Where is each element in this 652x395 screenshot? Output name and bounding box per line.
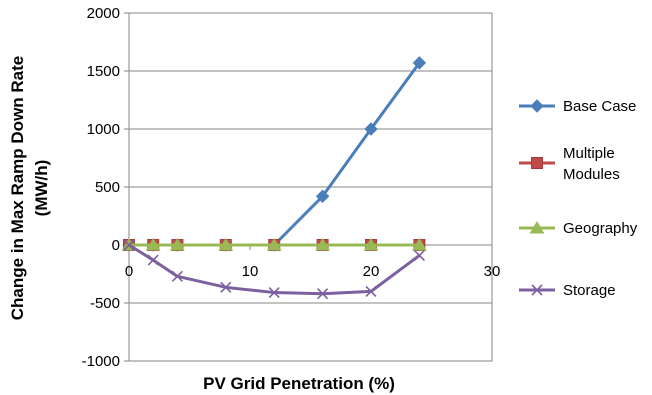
legend-item: Multiple Modules	[519, 145, 620, 183]
data-point	[317, 288, 329, 300]
legend: Base Case Multiple Modules Geography Storage	[519, 98, 638, 299]
y-tick-label: 0	[112, 237, 120, 254]
y-axis-title: Change in Max Ramp Down Rate (MW/h)	[8, 56, 51, 320]
x-tick-label: 20	[363, 263, 380, 280]
y-axis-title-line-1: Change in Max Ramp Down Rate	[8, 56, 27, 320]
data-point	[315, 189, 330, 203]
series-base-case	[122, 56, 427, 252]
data-point	[364, 122, 378, 136]
legend-marker	[531, 284, 543, 296]
x-axis-tick-labels: 0 10 20 30	[125, 263, 501, 280]
data-point	[412, 56, 427, 70]
y-axis-tick-labels: 2000 1500 1000 500 0 -500 -1000	[82, 5, 120, 370]
x-tick-label: 0	[125, 263, 133, 280]
gridlines	[129, 12, 492, 362]
legend-item: Geography	[519, 220, 638, 237]
legend-label: Storage	[563, 282, 616, 299]
data-point	[266, 238, 282, 251]
legend-marker	[530, 99, 544, 113]
data-point	[315, 238, 330, 251]
data-point	[412, 238, 427, 251]
y-tick-label: 1000	[87, 121, 120, 138]
legend-marker	[529, 221, 545, 234]
x-tick-label: 30	[484, 263, 501, 280]
data-point	[170, 238, 185, 251]
series-line	[128, 243, 421, 296]
data-point	[365, 285, 377, 297]
y-tick-label: -500	[90, 295, 120, 312]
y-tick-label: 1500	[87, 63, 120, 80]
data-point	[268, 286, 280, 299]
data-point	[145, 238, 161, 251]
data-point	[220, 281, 232, 293]
legend-label: Geography	[563, 220, 638, 237]
series-line	[129, 61, 421, 247]
data-point	[218, 238, 234, 251]
legend-item: Storage	[519, 282, 616, 299]
legend-label: Base Case	[563, 98, 636, 115]
data-point	[171, 270, 183, 282]
series-geography	[121, 238, 427, 251]
data-point	[363, 238, 379, 251]
x-tick-label: 10	[242, 263, 259, 280]
series-storage	[123, 239, 425, 300]
y-tick-label: 2000	[87, 5, 120, 22]
data-series	[121, 56, 427, 300]
legend-marker	[531, 157, 543, 169]
y-tick-label: -1000	[82, 353, 120, 370]
legend-item: Base Case	[519, 98, 636, 115]
data-point	[147, 254, 159, 266]
legend-label: Modules	[563, 166, 620, 183]
data-point	[413, 249, 425, 262]
x-axis-title: PV Grid Penetration (%)	[203, 374, 395, 393]
y-tick-label: 500	[95, 179, 120, 196]
data-point	[123, 239, 135, 251]
y-axis-title-line-2: (MW/h)	[32, 160, 51, 217]
legend-label: Multiple	[563, 145, 615, 162]
